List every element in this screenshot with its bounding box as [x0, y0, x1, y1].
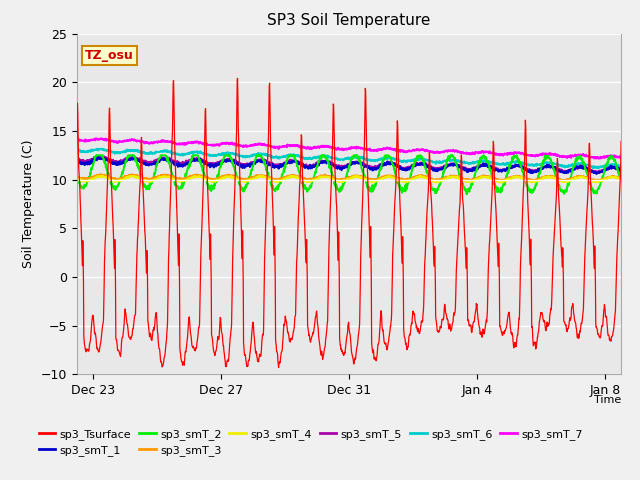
sp3_smT_2 — [338, 184, 346, 190]
Legend: sp3_Tsurface, sp3_smT_1, sp3_smT_2, sp3_smT_3, sp3_smT_4, sp3_smT_5, sp3_smT_6, : sp3_Tsurface, sp3_smT_1, sp3_smT_2, sp3_… — [34, 424, 588, 460]
Line: sp3_smT_3: sp3_smT_3 — [61, 174, 640, 181]
sp3_smT_2 — [401, 188, 408, 194]
sp3_Tsurface — [401, 335, 408, 340]
sp3_smT_3 — [561, 177, 568, 183]
sp3_smT_7 — [338, 146, 346, 152]
sp3_smT_3 — [338, 177, 346, 182]
sp3_smT_1 — [401, 167, 408, 172]
sp3_Tsurface — [57, 310, 65, 315]
Line: sp3_smT_7: sp3_smT_7 — [61, 137, 640, 161]
sp3_smT_6 — [63, 144, 70, 150]
sp3_Tsurface — [275, 365, 282, 371]
sp3_smT_4 — [78, 178, 86, 183]
sp3_smT_6 — [561, 163, 568, 168]
sp3_Tsurface — [78, 244, 86, 250]
Y-axis label: Soil Temperature (C): Soil Temperature (C) — [22, 140, 35, 268]
sp3_smT_6 — [401, 158, 408, 164]
Line: sp3_Tsurface: sp3_Tsurface — [61, 78, 640, 368]
sp3_smT_2 — [57, 162, 65, 168]
sp3_smT_6 — [338, 156, 346, 162]
sp3_smT_5 — [57, 156, 65, 162]
sp3_smT_6 — [78, 148, 86, 154]
sp3_smT_1 — [561, 170, 568, 176]
sp3_smT_3 — [401, 177, 408, 182]
sp3_smT_3 — [63, 171, 71, 177]
sp3_smT_7 — [57, 136, 65, 142]
sp3_smT_3 — [214, 176, 221, 182]
sp3_smT_5 — [561, 169, 568, 175]
sp3_smT_5 — [78, 158, 86, 164]
sp3_Tsurface — [338, 347, 346, 353]
sp3_smT_6 — [57, 146, 65, 152]
sp3_smT_2 — [60, 153, 68, 158]
sp3_smT_4 — [213, 178, 221, 183]
Title: SP3 Soil Temperature: SP3 Soil Temperature — [267, 13, 431, 28]
sp3_smT_5 — [67, 153, 75, 158]
sp3_Tsurface — [234, 75, 241, 81]
sp3_smT_1 — [57, 158, 65, 164]
sp3_smT_2 — [78, 185, 86, 191]
sp3_smT_1 — [338, 167, 346, 173]
sp3_smT_1 — [63, 153, 71, 159]
Line: sp3_smT_6: sp3_smT_6 — [61, 147, 640, 170]
Line: sp3_smT_1: sp3_smT_1 — [61, 156, 640, 175]
sp3_smT_4 — [400, 179, 408, 184]
sp3_smT_7 — [561, 154, 568, 160]
sp3_smT_5 — [338, 163, 346, 168]
sp3_smT_7 — [401, 148, 408, 154]
Line: sp3_smT_4: sp3_smT_4 — [61, 176, 640, 183]
sp3_smT_4 — [337, 179, 345, 184]
Line: sp3_smT_2: sp3_smT_2 — [61, 156, 640, 195]
sp3_smT_7 — [62, 134, 70, 140]
Text: TZ_osu: TZ_osu — [85, 49, 134, 62]
sp3_smT_1 — [214, 162, 221, 168]
sp3_smT_4 — [561, 179, 568, 185]
sp3_smT_4 — [432, 180, 440, 186]
sp3_smT_3 — [57, 174, 65, 180]
sp3_smT_2 — [214, 172, 221, 178]
sp3_smT_5 — [214, 160, 221, 166]
sp3_smT_7 — [78, 138, 86, 144]
sp3_smT_4 — [416, 173, 424, 179]
sp3_smT_5 — [401, 166, 408, 172]
sp3_Tsurface — [213, 339, 221, 345]
sp3_smT_7 — [214, 142, 221, 148]
sp3_smT_6 — [214, 152, 221, 157]
sp3_smT_4 — [57, 175, 65, 181]
sp3_Tsurface — [561, 319, 568, 325]
sp3_smT_2 — [561, 190, 568, 196]
Text: Time: Time — [593, 395, 621, 405]
Line: sp3_smT_5: sp3_smT_5 — [61, 156, 640, 174]
sp3_smT_3 — [78, 175, 86, 180]
sp3_smT_1 — [78, 160, 86, 166]
